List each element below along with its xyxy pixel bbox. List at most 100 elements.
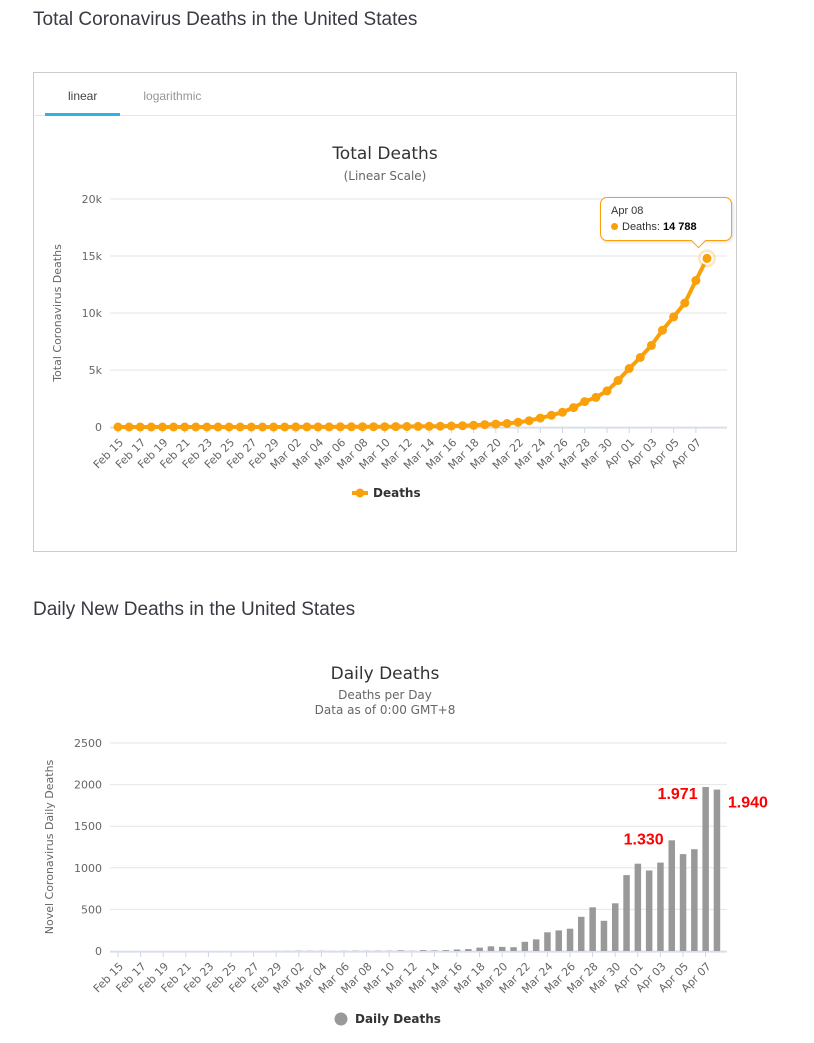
data-point[interactable]: [246, 422, 256, 432]
data-point[interactable]: [491, 419, 501, 429]
data-point[interactable]: [213, 422, 223, 432]
data-point[interactable]: [691, 276, 701, 285]
data-point[interactable]: [658, 325, 667, 335]
bar[interactable]: [657, 862, 664, 951]
bar[interactable]: [645, 870, 653, 952]
bar[interactable]: [499, 946, 506, 951]
data-point[interactable]: [680, 298, 690, 308]
data-point[interactable]: [346, 422, 356, 432]
total-deaths-chart: Total Deaths(Linear Scale)05k10k15k20kFe…: [51, 144, 727, 500]
data-point[interactable]: [335, 422, 345, 432]
tab-linear[interactable]: linear: [45, 77, 121, 116]
bar[interactable]: [442, 950, 450, 951]
tooltip-value-row: Deaths: 14 788: [611, 221, 725, 233]
bar[interactable]: [510, 947, 517, 951]
bar[interactable]: [487, 946, 495, 951]
bar[interactable]: [431, 950, 438, 951]
data-point[interactable]: [180, 422, 190, 432]
data-point[interactable]: [235, 422, 245, 432]
data-point[interactable]: [135, 422, 145, 432]
bar[interactable]: [634, 863, 642, 951]
data-point[interactable]: [613, 376, 623, 385]
legend-label: Deaths: [373, 486, 421, 500]
bar[interactable]: [589, 907, 596, 951]
data-point[interactable]: [458, 421, 467, 431]
legend-item[interactable]: Daily Deaths: [334, 1012, 441, 1026]
data-point[interactable]: [513, 417, 523, 427]
bar[interactable]: [453, 949, 461, 952]
bar[interactable]: [713, 789, 721, 951]
data-point[interactable]: [380, 422, 390, 432]
data-point[interactable]: [291, 422, 301, 432]
bar[interactable]: [679, 854, 687, 951]
bar[interactable]: [465, 949, 472, 951]
data-point[interactable]: [435, 421, 445, 431]
bar[interactable]: [555, 930, 563, 951]
tooltip-series-label: Deaths:: [622, 221, 660, 233]
data-point[interactable]: [591, 392, 601, 402]
legend-dot-marker: [334, 1012, 348, 1026]
data-point[interactable]: [480, 420, 490, 430]
hovered-data-point[interactable]: [702, 253, 712, 263]
data-point[interactable]: [669, 312, 679, 322]
data-point[interactable]: [413, 421, 423, 431]
bar-value-label: 1.940: [728, 795, 768, 812]
bar[interactable]: [544, 932, 551, 951]
data-point[interactable]: [546, 410, 556, 420]
data-point[interactable]: [358, 422, 367, 432]
total-deaths-chart-panel: linear logarithmic: [33, 72, 737, 552]
bar[interactable]: [702, 787, 709, 951]
data-point[interactable]: [446, 421, 456, 431]
chart-subtitle: (Linear Scale): [344, 169, 427, 183]
data-point[interactable]: [569, 403, 579, 413]
deaths-line: [118, 257, 709, 429]
data-point[interactable]: [624, 364, 634, 373]
data-point[interactable]: [224, 422, 234, 432]
bar[interactable]: [668, 840, 676, 951]
y-tick-label: 2500: [74, 737, 102, 750]
y-tick-label: 1500: [74, 820, 102, 833]
data-point[interactable]: [469, 420, 479, 430]
data-point[interactable]: [158, 422, 167, 432]
bar[interactable]: [612, 903, 619, 951]
data-point[interactable]: [502, 419, 512, 428]
data-point[interactable]: [202, 422, 212, 432]
data-point[interactable]: [169, 422, 179, 432]
data-point[interactable]: [391, 422, 401, 432]
data-point[interactable]: [602, 386, 612, 396]
legend-item[interactable]: Deaths: [352, 486, 421, 500]
data-point[interactable]: [558, 407, 567, 417]
bar[interactable]: [397, 950, 404, 951]
data-point[interactable]: [191, 422, 201, 432]
bar[interactable]: [578, 916, 585, 951]
bar[interactable]: [623, 875, 630, 951]
data-point[interactable]: [280, 422, 290, 432]
data-point[interactable]: [524, 416, 534, 426]
y-tick-label: 10k: [82, 307, 103, 320]
y-tick-label: 0: [95, 421, 102, 434]
data-point[interactable]: [535, 413, 545, 423]
data-point[interactable]: [146, 422, 156, 432]
data-point[interactable]: [424, 421, 434, 431]
bar[interactable]: [600, 920, 608, 951]
data-point[interactable]: [635, 353, 645, 362]
data-point[interactable]: [369, 422, 379, 432]
data-point[interactable]: [258, 422, 267, 432]
data-point[interactable]: [302, 422, 312, 432]
chart-title: Daily Deaths: [331, 664, 440, 684]
data-point[interactable]: [113, 422, 123, 432]
bar[interactable]: [691, 849, 698, 951]
data-point[interactable]: [269, 422, 279, 432]
bar[interactable]: [566, 928, 574, 951]
tab-logarithmic[interactable]: logarithmic: [143, 89, 202, 103]
data-point[interactable]: [646, 340, 656, 350]
bar[interactable]: [521, 941, 529, 951]
bar[interactable]: [476, 947, 483, 951]
bar[interactable]: [532, 939, 540, 951]
data-point[interactable]: [402, 422, 412, 431]
data-point[interactable]: [580, 397, 590, 407]
data-point[interactable]: [324, 422, 334, 432]
data-point[interactable]: [313, 422, 323, 432]
bar[interactable]: [419, 950, 427, 951]
data-point[interactable]: [124, 422, 134, 432]
